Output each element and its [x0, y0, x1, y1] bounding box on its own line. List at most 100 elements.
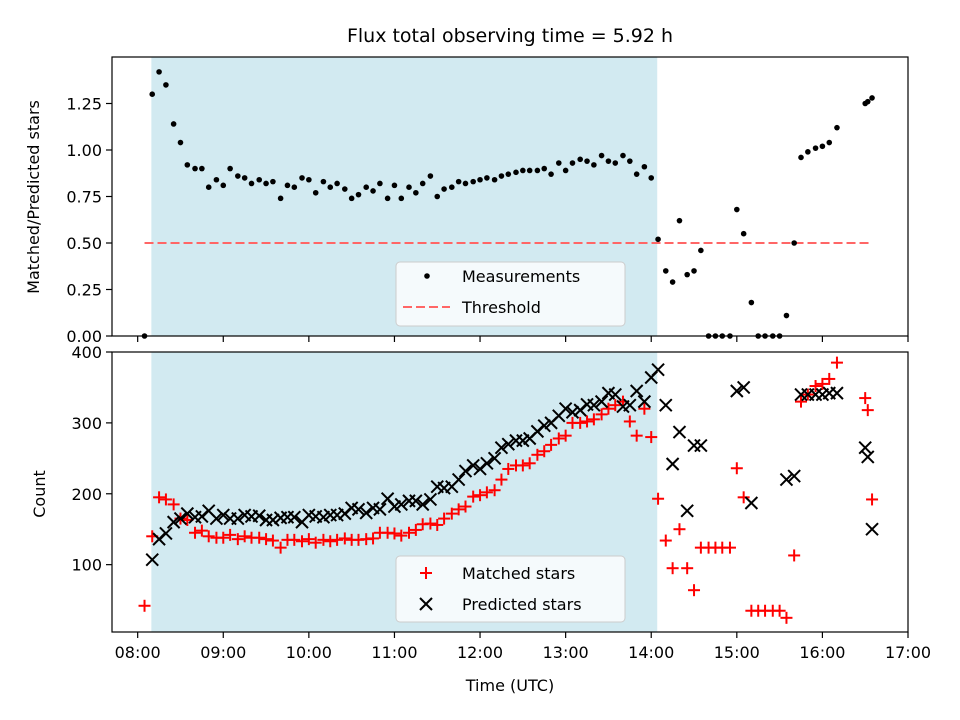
- measurement-point: [684, 271, 690, 278]
- measurement-point: [299, 175, 305, 181]
- measurement-point: [163, 82, 169, 88]
- measurement-point: [548, 171, 554, 177]
- measurement-point: [448, 184, 455, 190]
- measurement-point: [734, 206, 740, 213]
- matched-point: [574, 416, 587, 429]
- predicted-point: [351, 502, 366, 517]
- measurement-point: [569, 160, 576, 166]
- predicted-point: [744, 496, 759, 510]
- measurement-point: [470, 178, 476, 185]
- predicted-point: [651, 363, 665, 377]
- legend-label-threshold: Threshold: [461, 298, 541, 317]
- matched-point: [602, 402, 615, 415]
- measurement-point: [591, 162, 597, 168]
- predicted-point: [861, 450, 875, 464]
- measurements-series: [141, 69, 875, 339]
- predicted-point: [558, 402, 573, 416]
- measurement-point: [620, 152, 626, 159]
- matched-point: [830, 356, 843, 369]
- bottom-y-tick-label: 100: [71, 556, 102, 575]
- matched-point: [645, 431, 658, 444]
- measurement-point: [334, 180, 340, 187]
- matched-point: [652, 492, 665, 505]
- matched-point: [202, 530, 215, 543]
- matched-point: [367, 532, 380, 545]
- measurement-point: [505, 171, 512, 177]
- bottom-axes-frame: [111, 351, 909, 633]
- predicted-point: [787, 469, 801, 483]
- predicted-point: [466, 458, 480, 473]
- predicted-point: [480, 456, 494, 470]
- top-y-tick-label: 1.00: [66, 141, 102, 160]
- matched-point: [559, 429, 572, 442]
- measurement-point: [312, 189, 319, 196]
- measurement-point: [342, 186, 348, 192]
- predicted-point: [736, 380, 751, 395]
- measurement-point: [627, 158, 633, 164]
- predicted-point: [487, 451, 502, 466]
- measurement-point: [391, 182, 398, 189]
- measurement-point: [241, 175, 248, 181]
- measurement-point: [427, 173, 434, 179]
- matched-point: [737, 491, 750, 504]
- top-panel: 0.00 0.25 0.50 0.75 1.00 1.25 Matched/Predict…: [24, 56, 909, 346]
- measurement-point: [377, 180, 383, 187]
- matched-point: [545, 438, 558, 451]
- predicted-point: [209, 511, 224, 526]
- bottom-x-ticks: 08:00 09:00 10:00 11:00 12:00 13:00 14:00 15:00…: [115, 632, 931, 662]
- predicted-point: [665, 457, 680, 471]
- predicted-point: [694, 438, 708, 453]
- matched-point: [238, 530, 251, 543]
- measurement-point: [149, 91, 156, 97]
- predicted-point: [266, 513, 280, 527]
- measurement-point: [612, 160, 619, 166]
- predicted-point: [623, 398, 637, 412]
- matched-point: [266, 534, 279, 547]
- matched-point: [438, 512, 451, 525]
- predicted-point: [252, 509, 266, 523]
- measurement-point: [834, 124, 840, 131]
- top-y-tick-label: 1.25: [66, 95, 102, 114]
- measurement-point: [641, 163, 648, 170]
- measurement-point: [541, 165, 548, 172]
- top-legend-box: [395, 261, 626, 327]
- matched-point: [516, 459, 529, 472]
- matched-point: [795, 395, 808, 408]
- predicted-point: [458, 464, 473, 478]
- predicted-point: [373, 502, 387, 517]
- predicted-point: [830, 386, 844, 400]
- bottom-y-tick-label: 300: [71, 414, 102, 433]
- matched-point: [167, 498, 180, 511]
- bottom-y-tick-label: 400: [71, 343, 102, 362]
- matched-point: [409, 523, 422, 536]
- predicted-point: [672, 425, 687, 439]
- predicted-point: [216, 508, 230, 522]
- matched-point: [480, 486, 493, 499]
- matched-point: [673, 523, 686, 536]
- measurement-point: [812, 145, 819, 151]
- measurement-point: [555, 160, 562, 166]
- measurement-point: [491, 176, 498, 183]
- measurement-point: [798, 154, 804, 161]
- measurement-point: [413, 189, 419, 196]
- measurement-point: [598, 152, 605, 159]
- predicted-point: [608, 387, 622, 402]
- predicted-point: [730, 384, 744, 398]
- matched-point: [260, 533, 273, 546]
- measurement-point: [484, 175, 490, 181]
- matched-point: [859, 392, 872, 405]
- bottom-y-tick-label: 200: [71, 485, 102, 504]
- matched-point: [474, 489, 487, 502]
- measurement-point: [676, 217, 683, 224]
- measurement-point: [398, 195, 405, 202]
- matched-point: [666, 562, 679, 575]
- measurement-point: [791, 240, 797, 246]
- measurement-point: [513, 169, 519, 176]
- measurement-point: [534, 167, 541, 174]
- measurement-point: [327, 184, 334, 190]
- matched-point: [502, 462, 515, 475]
- x-tick-label: 12:00: [457, 643, 503, 662]
- x-tick-label: 10:00: [286, 643, 332, 662]
- measurement-point: [384, 195, 391, 202]
- measurement-point: [213, 176, 220, 183]
